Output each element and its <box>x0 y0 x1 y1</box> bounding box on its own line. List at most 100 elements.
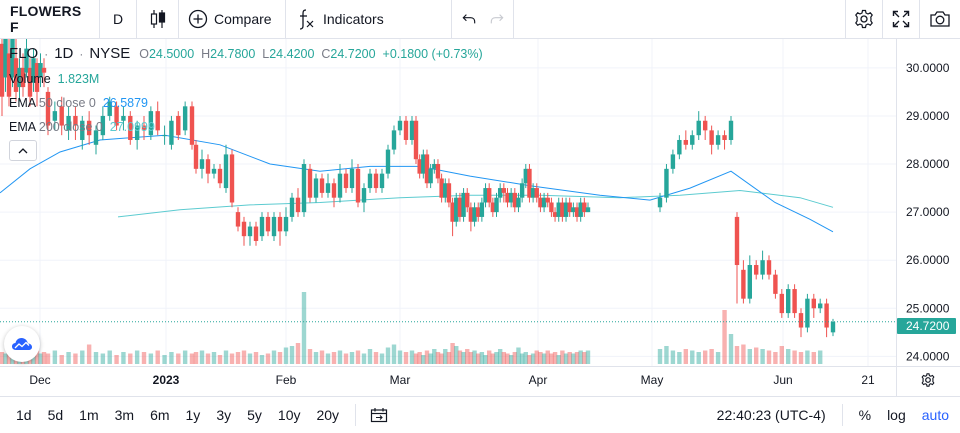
range-button-5y[interactable]: 5y <box>247 407 262 423</box>
volume-bar <box>556 355 561 364</box>
volume-bar <box>134 350 140 364</box>
candle <box>670 149 676 174</box>
range-button-1y[interactable]: 1y <box>185 407 201 423</box>
log-scale-toggle[interactable]: log <box>887 407 906 423</box>
legend-collapse-button[interactable] <box>9 140 37 161</box>
volume-bar <box>512 352 518 364</box>
candle <box>664 164 669 203</box>
volume-bar <box>747 349 752 364</box>
volume-bar <box>754 347 759 364</box>
volume-bar <box>657 349 663 364</box>
volume-bar <box>295 343 301 364</box>
candle <box>747 255 752 304</box>
volume-bar <box>141 352 147 364</box>
symbol-search-button[interactable]: FLOWERS F <box>0 0 100 38</box>
price-tick-label: 27.0000 <box>906 205 950 219</box>
candle <box>301 159 307 217</box>
auto-scale-toggle[interactable]: auto <box>921 407 949 423</box>
legend-volume-row[interactable]: Volume 1.823M <box>9 72 99 86</box>
volume-bar <box>253 352 259 364</box>
candle <box>538 192 543 213</box>
candle <box>3 39 8 92</box>
range-button-3y[interactable]: 3y <box>216 407 232 423</box>
volume-bar <box>367 349 373 364</box>
volume-bar <box>379 353 385 364</box>
settings-button[interactable] <box>846 0 883 38</box>
candle <box>805 293 810 333</box>
candle <box>66 106 71 140</box>
volume-bar <box>337 350 343 364</box>
volume-bar <box>527 355 532 364</box>
indicators-button[interactable]: Indicators <box>286 0 452 38</box>
volume-bar <box>373 352 379 364</box>
volume-bar <box>211 352 217 364</box>
range-button-1d[interactable]: 1d <box>16 407 32 423</box>
undo-icon[interactable] <box>462 12 476 26</box>
volume-bar <box>578 350 583 364</box>
volume-bar <box>247 353 253 364</box>
range-button-1m[interactable]: 1m <box>79 407 99 423</box>
percent-scale-toggle[interactable]: % <box>858 407 872 423</box>
candle <box>331 178 337 208</box>
volume-bar <box>169 352 174 364</box>
snapshot-button[interactable] <box>920 0 960 38</box>
candle <box>490 197 496 217</box>
candle <box>811 293 816 318</box>
legend-open: 24.5000 <box>148 47 195 61</box>
candle <box>446 178 452 208</box>
candle <box>766 255 772 280</box>
volume-bar <box>66 352 71 364</box>
tradingview-logo-button[interactable] <box>4 326 40 362</box>
volume-bar <box>432 349 437 364</box>
volume-bar <box>516 347 521 364</box>
fullscreen-button[interactable] <box>883 0 920 38</box>
compare-label: Compare <box>214 11 272 27</box>
candle <box>421 149 426 179</box>
candle <box>24 39 29 78</box>
undo-redo-group <box>452 0 514 38</box>
volume-bar <box>277 352 283 364</box>
candle <box>677 135 682 160</box>
candle <box>367 168 373 193</box>
redo-icon[interactable] <box>490 12 504 26</box>
range-button-6m[interactable]: 6m <box>150 407 170 423</box>
volume-bar <box>3 353 8 364</box>
volume-bar <box>494 352 499 364</box>
chart-type-button[interactable] <box>137 0 179 38</box>
legend-ema50-row[interactable]: EMA 50 close 0 26.5879 <box>9 96 148 110</box>
volume-bar <box>786 349 791 364</box>
range-button-20y[interactable]: 20y <box>316 407 340 423</box>
candle <box>432 159 437 174</box>
time-axis-settings-icon[interactable] <box>921 373 935 387</box>
legend-ema200-row[interactable]: EMA 200 close 0 27.0999 <box>9 120 155 134</box>
candle <box>80 115 85 150</box>
candle <box>709 125 714 155</box>
clock-timezone[interactable]: 22:40:23 (UTC-4) <box>716 407 826 423</box>
range-button-5d[interactable]: 5d <box>47 407 64 423</box>
range-button-10y[interactable]: 10y <box>277 407 301 423</box>
compare-button[interactable]: Compare <box>179 0 286 38</box>
go-to-date-icon[interactable] <box>370 407 388 423</box>
volume-bar <box>421 355 426 364</box>
volume-bar <box>571 353 576 364</box>
volume-bar <box>193 352 199 364</box>
price-chart[interactable]: 30.0000 29.0000 28.0000 27.0000 26.0000 25.00… <box>0 39 960 397</box>
candle <box>519 178 525 203</box>
candle <box>349 159 355 193</box>
volume-bar <box>490 353 496 364</box>
interval-button[interactable]: D <box>100 0 137 38</box>
ema50-params: 50 close 0 <box>38 96 96 110</box>
legend-main-row: FLO · 1D · NYSE O24.5000 H24.7800 L24.42… <box>9 45 483 62</box>
volume-bar <box>728 334 734 364</box>
fx-icon <box>299 9 314 30</box>
candle <box>295 188 301 217</box>
volume-bar <box>702 350 708 364</box>
volume-bar <box>283 347 289 364</box>
volume-bar <box>690 350 695 364</box>
volume-bar <box>683 349 689 364</box>
volume-bar <box>121 352 126 364</box>
candle <box>523 164 528 189</box>
range-button-3m[interactable]: 3m <box>114 407 135 423</box>
candle <box>585 202 591 213</box>
candle <box>337 164 343 203</box>
